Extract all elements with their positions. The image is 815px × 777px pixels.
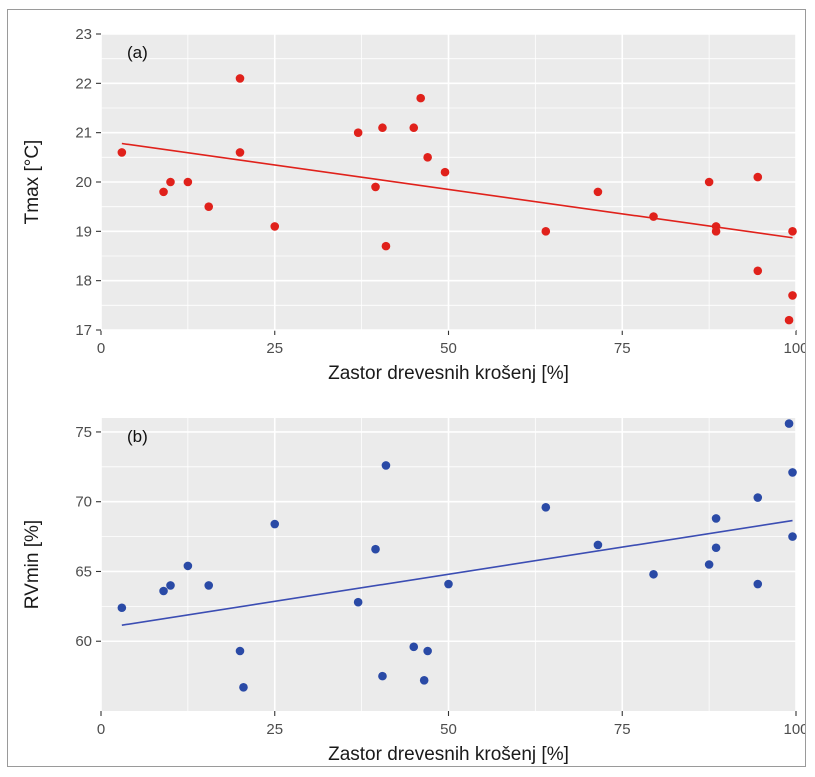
data-point (166, 177, 175, 187)
x-tick-label: 100 (783, 340, 805, 357)
data-point (239, 682, 248, 692)
data-point (166, 581, 175, 590)
y-tick-label: 20 (75, 174, 92, 191)
data-point (784, 419, 794, 428)
y-tick-label: 17 (75, 322, 92, 339)
data-point (117, 603, 127, 613)
data-point (440, 167, 450, 177)
x-tick-label: 0 (97, 340, 105, 357)
data-point (204, 581, 214, 590)
data-point (753, 266, 763, 276)
panel-a: 0 25 50 75 100 17 18 19 20 21 22 23 (a) Zastor dreves… (22, 26, 809, 384)
panel-label: (a) (127, 43, 148, 62)
y-tick-label: 21 (75, 125, 92, 142)
data-point (753, 172, 763, 182)
data-point (541, 227, 551, 236)
data-point (371, 182, 380, 192)
data-point (788, 468, 797, 477)
data-point (204, 202, 214, 211)
data-point (371, 544, 380, 554)
data-point (788, 532, 797, 541)
data-point (353, 597, 363, 607)
data-point (409, 123, 419, 133)
y-tick-label: 22 (75, 75, 92, 92)
x-axis-title: Zastor drevesnih krošenj [%] (328, 363, 569, 384)
data-point (419, 676, 429, 685)
data-point (649, 212, 658, 221)
data-point (235, 74, 245, 83)
data-point (711, 543, 721, 553)
data-point (711, 514, 721, 523)
figure-frame: 0 25 50 75 100 17 18 19 20 21 22 23 (a) Zastor dreves… (7, 9, 809, 767)
data-point (235, 646, 245, 656)
x-tick-label: 75 (614, 721, 631, 738)
x-tick-label: 50 (440, 340, 457, 357)
data-point (788, 227, 797, 236)
data-point (593, 540, 603, 550)
data-point (353, 128, 363, 137)
data-point (381, 241, 391, 251)
x-tick-label: 50 (440, 721, 457, 738)
data-point (711, 227, 721, 236)
y-tick-label: 75 (75, 424, 92, 441)
data-point (159, 586, 168, 596)
data-point (117, 148, 127, 157)
scatter-figure: 0 25 50 75 100 17 18 19 20 21 22 23 (a) Zastor dreves… (22, 26, 809, 765)
data-point (378, 671, 387, 681)
panel-label: (b) (127, 427, 148, 446)
data-point (423, 646, 432, 656)
x-tick-label: 0 (97, 721, 105, 738)
data-point (378, 123, 387, 133)
data-point (235, 148, 245, 157)
y-axis-title: Tmax [°C] (22, 140, 43, 225)
data-point (381, 461, 391, 470)
data-point (416, 93, 426, 103)
y-tick-label: 60 (75, 633, 92, 650)
x-axis-title: Zastor drevesnih krošenj [%] (328, 744, 569, 765)
y-axis-title: RVmin [%] (22, 520, 43, 609)
data-point (541, 502, 551, 512)
data-point (788, 291, 797, 300)
data-point (444, 579, 453, 589)
data-point (270, 222, 280, 231)
data-point (593, 187, 603, 197)
y-tick-label: 23 (75, 26, 92, 43)
x-tick-label: 100 (783, 721, 805, 738)
data-point (423, 153, 432, 162)
data-point (270, 519, 280, 529)
data-point (649, 569, 658, 579)
data-point (183, 561, 193, 571)
x-tick-label: 25 (266, 340, 283, 357)
data-point (159, 187, 168, 197)
data-point (183, 177, 193, 187)
data-point (704, 177, 714, 187)
data-point (753, 493, 763, 502)
data-point (409, 642, 419, 652)
data-point (784, 315, 794, 325)
x-tick-label: 25 (266, 721, 283, 738)
y-tick-label: 70 (75, 494, 92, 511)
y-tick-label: 18 (75, 273, 92, 290)
y-tick-label: 65 (75, 563, 92, 580)
trend-line (121, 519, 793, 626)
trend-line (121, 142, 793, 239)
data-point (753, 579, 763, 589)
x-tick-label: 75 (614, 340, 631, 357)
panel-b: 0 25 50 75 100 60 65 70 75 (b) Zastor drevesnih kr… (22, 418, 809, 765)
y-tick-label: 19 (75, 223, 92, 240)
data-point (704, 560, 714, 569)
